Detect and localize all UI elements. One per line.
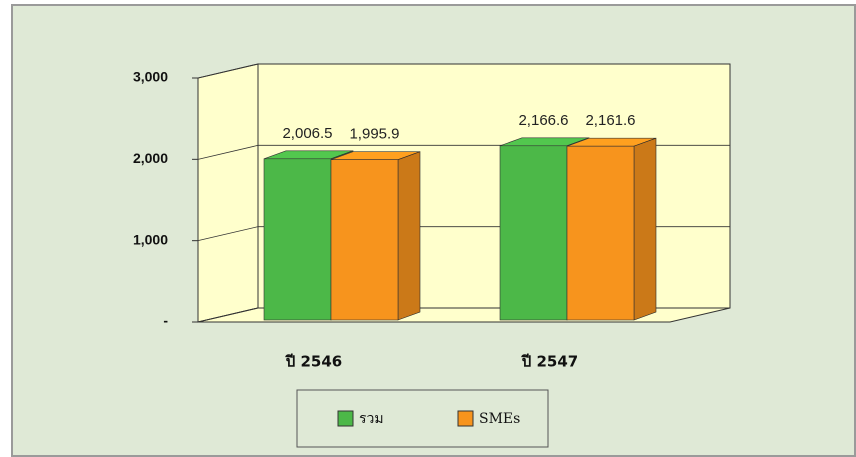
x-tick-label: ปี 2546 <box>285 353 342 371</box>
bar <box>499 145 568 321</box>
legend-swatch <box>457 410 474 427</box>
legend-swatch <box>337 410 354 427</box>
legend-label: รวม <box>359 411 384 427</box>
y-tick-label: - <box>163 313 168 329</box>
legend-label: SMEs <box>479 411 520 427</box>
side-wall <box>197 63 259 323</box>
value-label: 2,161.6 <box>585 112 635 129</box>
grid-line <box>197 63 730 79</box>
bar-side <box>633 137 657 321</box>
value-label: 2,006.5 <box>282 125 332 142</box>
y-tick-label: 2,000 <box>133 150 168 166</box>
bar <box>566 145 635 321</box>
bar <box>330 159 399 321</box>
bar <box>263 158 332 321</box>
value-label: 1,995.9 <box>349 126 399 143</box>
y-tick-label: 1,000 <box>133 231 168 247</box>
x-tick-label: ปี 2547 <box>521 353 578 371</box>
value-label: 2,166.6 <box>518 112 568 129</box>
bar-side <box>397 151 421 321</box>
y-tick-label: 3,000 <box>133 69 168 85</box>
